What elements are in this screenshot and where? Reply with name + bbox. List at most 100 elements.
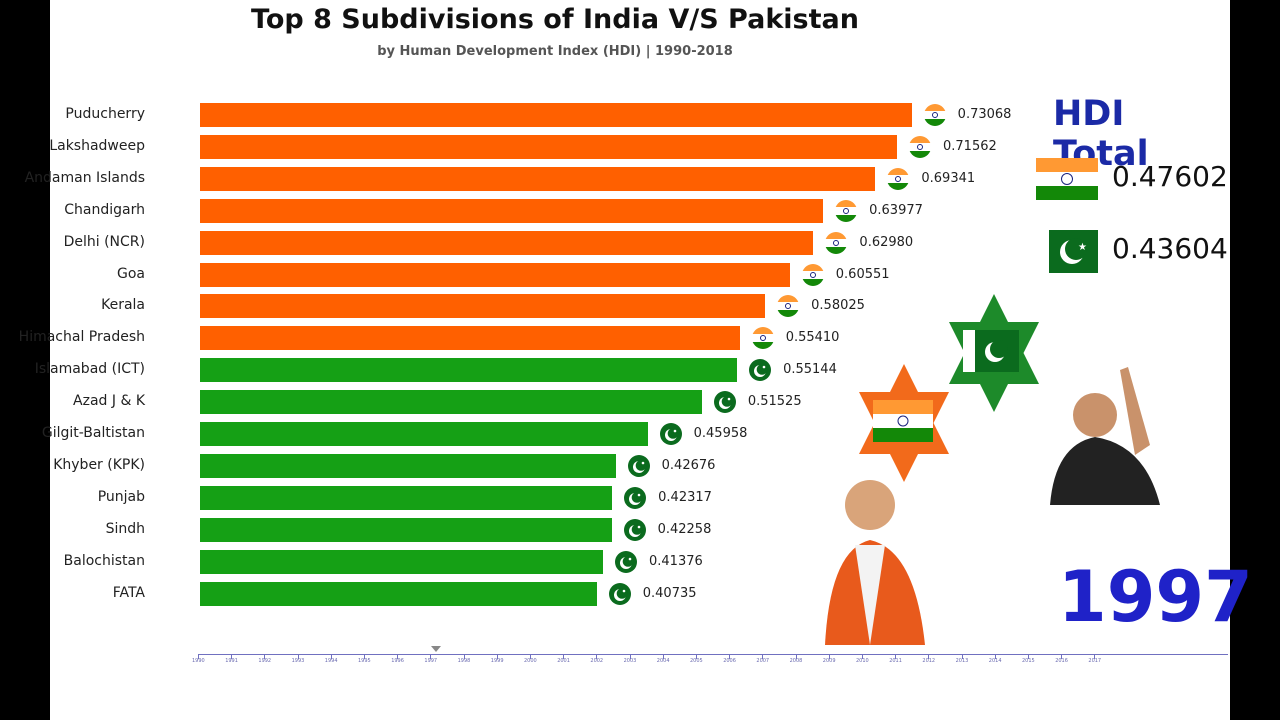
timeline-year-label[interactable]: 2013	[955, 658, 969, 664]
timeline-year-label[interactable]: 1992	[258, 658, 272, 664]
chart-subtitle: by Human Development Index (HDI) | 1990-…	[377, 44, 733, 59]
bar-value-label: 0.71562	[943, 138, 997, 154]
timeline-tick	[795, 654, 797, 659]
timeline-tick	[563, 654, 565, 659]
timeline-year-label[interactable]: 2015	[1022, 658, 1035, 664]
timeline-year-label[interactable]: 2006	[723, 658, 736, 664]
timeline-year-label[interactable]: 2014	[988, 658, 1002, 664]
pakistan-flag-icon	[624, 486, 647, 509]
bar-label: Puducherry	[65, 106, 145, 122]
india-flag-icon	[751, 327, 774, 350]
timeline-tick	[231, 654, 233, 659]
chart-title: Top 8 Subdivisions of India V/S Pakistan	[251, 4, 859, 35]
pakistan-flag-icon	[615, 550, 637, 573]
bar	[200, 294, 766, 319]
bar-label: Delhi (NCR)	[63, 233, 145, 250]
timeline-year-label[interactable]: 1990	[192, 658, 205, 664]
pakistan-flag-icon	[608, 582, 631, 605]
india-flag-icon	[825, 231, 848, 254]
india-flag-icon	[777, 295, 800, 318]
timeline-tick	[198, 654, 199, 659]
bar	[200, 103, 912, 127]
bar-label: Kerala	[101, 297, 145, 314]
bar-label: Lakshadweep	[49, 137, 145, 154]
timeline-tick	[1028, 654, 1029, 659]
chart-canvas: Top 8 Subdivisions of India V/S Pakistan…	[19, 0, 1253, 720]
timeline-year-label[interactable]: 2007	[756, 658, 770, 664]
timeline-tick	[696, 654, 697, 659]
timeline-year-label[interactable]: 2009	[822, 658, 836, 664]
timeline-tick	[297, 654, 299, 659]
timeline-year-label[interactable]: 1993	[291, 658, 305, 664]
pakistan-flag-icon: ★	[1049, 230, 1098, 273]
timeline-tick	[496, 654, 498, 659]
bar-label: Goa	[117, 265, 145, 282]
bar-label: FATA	[112, 584, 145, 601]
timeline-tick	[629, 654, 631, 659]
bar	[200, 166, 876, 191]
current-year: 1997	[1058, 556, 1253, 638]
india-flag-icon	[887, 167, 910, 190]
timeline-tick	[430, 654, 432, 659]
bar	[200, 485, 613, 510]
bar	[200, 230, 814, 255]
timeline-year-label[interactable]: 1991	[225, 658, 238, 664]
bar-value-label: 0.40735	[642, 585, 697, 601]
bar-value-label: 0.62980	[859, 234, 914, 250]
timeline-tick	[928, 654, 930, 659]
timeline-tick	[530, 654, 531, 659]
bar-label: Sindh	[105, 520, 145, 537]
timeline-tick	[895, 654, 897, 659]
timeline-year-label[interactable]: 1998	[457, 658, 471, 664]
timeline-tick	[1094, 654, 1096, 659]
timeline-tick	[828, 654, 830, 659]
timeline-year-label[interactable]: 2002	[590, 658, 604, 664]
pakistan-total-value: 0.43604	[1112, 232, 1228, 265]
timeline-year-label[interactable]: 2011	[889, 658, 902, 664]
bar-label: Gilgit-Baltistan	[41, 425, 145, 441]
bar	[200, 358, 738, 383]
timeline-year-label[interactable]: 2016	[1055, 658, 1068, 664]
timeline-year-label[interactable]: 2001	[557, 658, 570, 664]
timeline-year-label[interactable]: 2010	[856, 658, 869, 664]
leader-photo-right	[1050, 345, 1170, 505]
timeline-year-label[interactable]: 2000	[524, 658, 537, 664]
india-flag-icon	[1036, 158, 1098, 200]
timeline-year-label[interactable]: 1994	[324, 658, 338, 664]
timeline-handle[interactable]	[431, 646, 441, 652]
timeline-tick	[463, 654, 465, 659]
timeline-year-label[interactable]: 2005	[690, 658, 703, 664]
india-total-value: 0.47602	[1112, 160, 1228, 193]
bar-label: Chandigarh	[64, 201, 145, 218]
timeline-year-label[interactable]: 1995	[358, 658, 371, 664]
pakistan-flag-icon	[623, 518, 646, 541]
bar-value-label: 0.55410	[785, 330, 840, 346]
bar-label: Khyber (KPK)	[53, 456, 145, 473]
timeline-tick	[397, 654, 399, 659]
bar-label: Himachal Pradesh	[18, 329, 145, 346]
timeline-year-label[interactable]: 1999	[490, 658, 504, 664]
india-flag-icon	[835, 199, 858, 222]
timeline-year-label[interactable]: 2017	[1088, 658, 1102, 664]
bar-value-label: 0.58025	[811, 298, 865, 314]
pakistan-flag-icon	[749, 359, 772, 382]
timeline-year-label[interactable]: 2008	[789, 658, 803, 664]
bar-value-label: 0.51525	[747, 394, 802, 410]
bar	[200, 262, 790, 287]
timeline-tick	[762, 654, 764, 659]
bar-label: Punjab	[97, 488, 145, 505]
timeline-year-label[interactable]: 1997	[424, 658, 438, 664]
timeline-year-label[interactable]: 2003	[623, 658, 637, 664]
timeline-tick	[596, 654, 598, 659]
pakistan-flag-icon	[627, 454, 650, 477]
bar	[200, 549, 603, 574]
bar-label: Islamabad (ICT)	[34, 361, 145, 378]
bar	[200, 326, 740, 351]
timeline-year-label[interactable]: 1996	[391, 658, 404, 664]
bar	[200, 422, 648, 446]
timeline-year-label[interactable]: 2012	[922, 658, 936, 664]
bar-label: Azad J & K	[73, 393, 145, 410]
bar-value-label: 0.42258	[657, 521, 712, 537]
timeline-slider[interactable]: 1990 1991 1992 1993 1994 1995 1996 1997 1998 1999…	[192, 646, 1228, 666]
timeline-year-label[interactable]: 2004	[656, 658, 670, 664]
